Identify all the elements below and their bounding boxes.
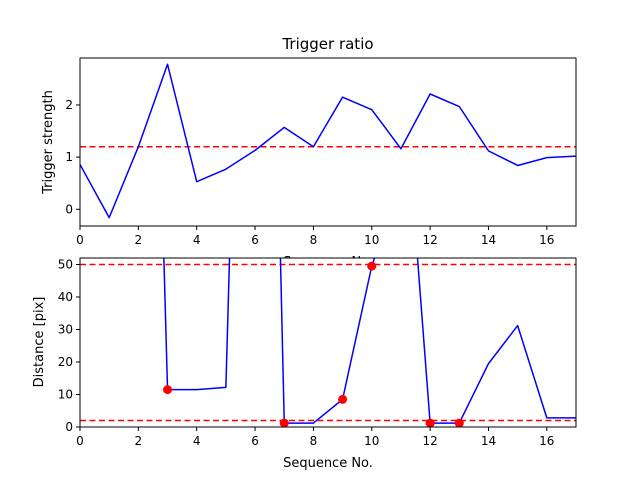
bottom-axes-frame — [79, 257, 577, 428]
bottom-y-tick-label: 20 — [58, 355, 73, 369]
bottom-x-axis-label: Sequence No. — [283, 456, 373, 471]
top-plot-area — [80, 58, 576, 226]
bottom-y-tick-label: 10 — [58, 388, 73, 402]
bottom-x-tick-label: 10 — [364, 434, 379, 448]
top-x-tick-label: 2 — [135, 233, 143, 247]
top-x-tick-label: 10 — [364, 233, 379, 247]
bottom-y-axis-label: Distance [pix] — [32, 297, 47, 388]
bottom-x-tick-label: 4 — [193, 434, 201, 448]
bottom-series-group — [80, 258, 576, 427]
bottom-data-marker — [163, 385, 173, 395]
top-x-tick-label: 12 — [422, 233, 437, 247]
bottom-data-marker — [425, 418, 435, 427]
bottom-data-marker — [338, 394, 348, 404]
bottom-data-marker — [454, 418, 464, 427]
top-y-tick-label: 1 — [65, 150, 73, 164]
bottom-x-tick-label: 16 — [539, 434, 554, 448]
bottom-y-tick-label: 40 — [58, 290, 73, 304]
top-x-tick-label: 8 — [310, 233, 318, 247]
bottom-y-tick-label: 50 — [58, 258, 73, 272]
top-x-tick-label: 16 — [539, 233, 554, 247]
bottom-data-marker — [367, 261, 377, 271]
top-x-tick-label: 14 — [481, 233, 496, 247]
bottom-data-marker — [279, 418, 289, 427]
bottom-x-tick-label: 2 — [135, 434, 143, 448]
top-series-group — [80, 63, 576, 219]
bottom-x-tick-label: 8 — [310, 434, 318, 448]
bottom-x-tick-label: 12 — [422, 434, 437, 448]
bottom-series-line — [163, 258, 576, 424]
bottom-y-tick-label: 30 — [58, 323, 73, 337]
top-chart-title: Trigger ratio — [281, 35, 373, 53]
top-x-tick-label: 0 — [76, 233, 84, 247]
top-y-tick-label: 2 — [65, 98, 73, 112]
bottom-x-tick-label: 0 — [76, 434, 84, 448]
bottom-plot-area — [80, 258, 576, 427]
bottom-x-tick-label: 14 — [481, 434, 496, 448]
top-y-axis-label: Trigger strength — [41, 90, 56, 195]
top-x-tick-label: 6 — [251, 233, 259, 247]
top-x-tick-label: 4 — [193, 233, 201, 247]
top-y-tick-label: 0 — [65, 202, 73, 216]
bottom-ticks: 0 2 4 6 8 10 12 14 16 0 10 20 30 40 50 — [58, 258, 555, 449]
bottom-y-tick-label: 0 — [65, 420, 73, 434]
top-series-line — [80, 63, 576, 219]
top-axes-frame — [79, 57, 577, 227]
bottom-x-tick-label: 6 — [251, 434, 259, 448]
